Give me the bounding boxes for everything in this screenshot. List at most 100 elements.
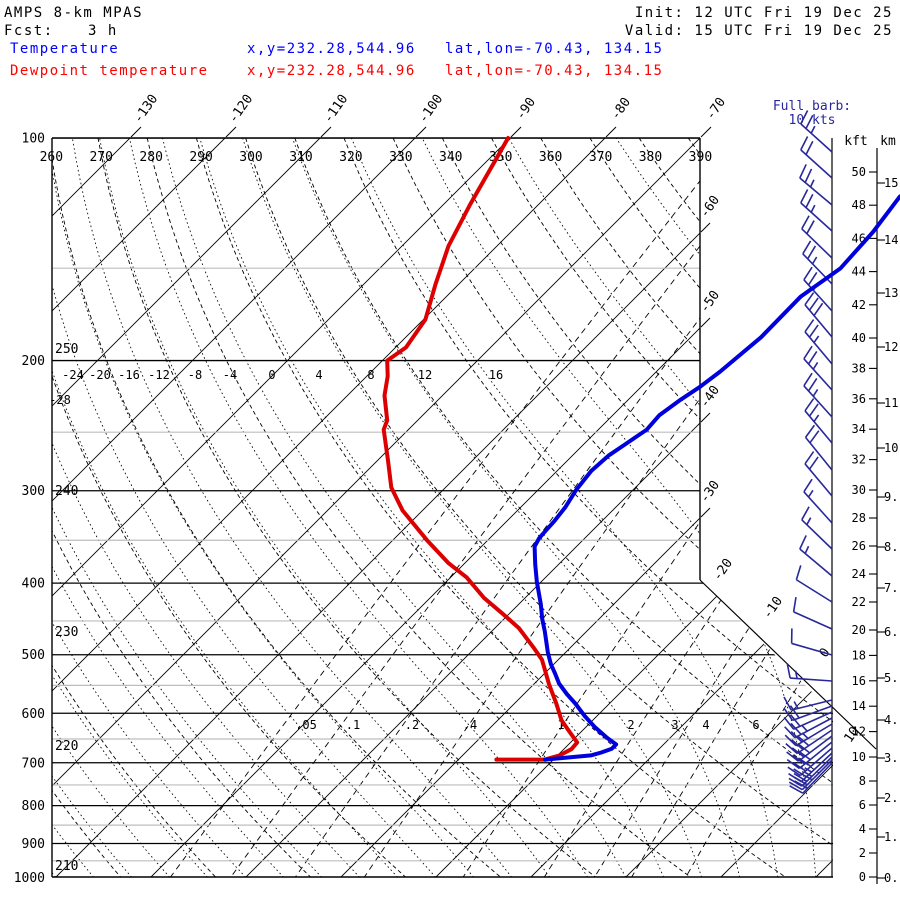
mixing-ratio-label: .4	[463, 718, 477, 732]
wind-barb	[800, 189, 833, 232]
dry-adiabat-line	[589, 138, 833, 877]
wind-barb	[786, 735, 833, 762]
init-time: Init: 12 UTC Fri 19 Dec 25	[635, 5, 893, 21]
kft-label: 38	[852, 361, 866, 375]
barb-feather	[804, 319, 815, 333]
barb-feather	[792, 754, 806, 765]
dry-adiabat-line	[52, 138, 502, 877]
kft-label: 8	[859, 774, 866, 788]
isotherm-label-diagonal: -10	[760, 594, 786, 622]
dry-adiabat-label-left: 250	[55, 342, 78, 357]
barb-feather	[804, 292, 815, 306]
barb-feather	[786, 758, 800, 770]
km-label: 13.	[884, 286, 900, 300]
barb-staff	[799, 747, 833, 777]
isotherm-label-top: -100	[416, 92, 446, 126]
moist-adiabat-label: 4	[315, 368, 322, 382]
barb-legend-line2: 10 kts	[789, 113, 836, 128]
wind-barb	[799, 535, 833, 577]
barb-feather	[783, 696, 792, 711]
isotherm-line	[52, 138, 131, 877]
pressure-label: 800	[22, 799, 45, 814]
barb-staff	[804, 436, 833, 471]
barb-feather	[797, 757, 812, 768]
dry-adiabat-label-top: 330	[389, 150, 412, 165]
wind-barb	[783, 696, 833, 711]
isotherm-label-top: -130	[131, 92, 161, 126]
isotherm-label-diagonal: -20	[710, 556, 736, 584]
barb-half-feather	[809, 179, 815, 188]
wind-barb	[788, 756, 833, 787]
dry-adiabat-line	[52, 138, 312, 877]
kft-label: 40	[852, 331, 866, 345]
valid-time: Valid: 15 UTC Fri 19 Dec 25	[625, 23, 893, 39]
dry-adiabat-line	[52, 138, 122, 877]
barb-feather	[803, 266, 813, 281]
plot-borders	[51, 137, 878, 884]
barb-feather	[808, 403, 819, 417]
moist-adiabat-line	[52, 138, 133, 877]
moist-adiabat-line	[52, 138, 475, 877]
altitude-axis-titles: kft km	[844, 134, 896, 149]
barb-staff	[795, 579, 833, 603]
barb-feather	[793, 768, 807, 778]
kft-label: 12	[852, 725, 866, 739]
mixing-ratio-label: .05	[295, 718, 317, 732]
barb-feather	[793, 776, 808, 786]
kft-label: 42	[852, 298, 866, 312]
kft-label: 6	[859, 798, 866, 812]
dry-adiabat-line	[687, 138, 833, 877]
kft-label: 24	[852, 567, 866, 581]
wind-barb	[804, 451, 833, 497]
barb-feather	[804, 424, 816, 438]
mixing-ratio-line	[230, 138, 784, 877]
km-axis-title: km	[880, 134, 896, 149]
dry-adiabat-label-top: 380	[639, 150, 662, 165]
mixing-ratio-label: 4	[702, 718, 709, 732]
barb-feather	[805, 193, 814, 208]
dry-adiabat-label-top: 360	[539, 150, 562, 165]
dry-adiabat-line	[392, 138, 833, 877]
barb-feather	[808, 297, 819, 311]
header: AMPS 8-km MPAS Fcst: 3 h Init: 12 UTC Fr…	[4, 5, 893, 39]
kft-label: 50	[852, 165, 866, 179]
isotherm-tick	[320, 126, 332, 138]
pressure-label: 1000	[14, 871, 45, 886]
dry-adiabat-label-left: 240	[55, 484, 78, 499]
barb-half-feather	[810, 204, 816, 213]
wind-barb	[803, 345, 833, 391]
km-label: 6.	[884, 625, 898, 639]
barb-feather	[795, 565, 802, 580]
km-label: 10.	[884, 441, 900, 455]
isotherm-label-top: -90	[513, 95, 539, 123]
wind-barb	[789, 762, 833, 794]
barb-feather	[803, 345, 813, 360]
dry-adiabat-label-left: 210	[55, 859, 78, 874]
isotherm-line	[52, 138, 701, 877]
moist-adiabat-label: 16	[489, 368, 503, 382]
isotherm-line	[52, 138, 416, 877]
barb-feather	[809, 430, 820, 444]
mixing-ratio-line	[543, 138, 833, 877]
pressure-label: 100	[22, 132, 45, 147]
barb-feather	[801, 215, 810, 230]
legend-dewpoint-latlon: lat,lon=-70.43, 134.15	[445, 63, 663, 79]
barb-feather	[783, 716, 795, 730]
kft-label: 10	[852, 750, 866, 764]
barb-half-feather	[812, 389, 819, 397]
kft-label: 32	[852, 453, 866, 467]
barb-half-feather	[794, 670, 798, 679]
barb-feather	[784, 734, 797, 747]
barb-feather	[807, 271, 818, 286]
kft-label: 28	[852, 511, 866, 525]
barb-half-feather	[807, 489, 814, 498]
dry-adiabat-line	[294, 138, 833, 877]
moist-adiabat-line	[615, 138, 833, 877]
kft-label: 34	[852, 422, 866, 436]
mixing-ratio-label: .1	[346, 718, 360, 732]
isotherm-line	[52, 138, 606, 877]
barb-feather	[805, 114, 814, 129]
isotherm-label-right: -60	[697, 193, 723, 221]
moist-adiabat-line	[52, 138, 323, 877]
wind-barb	[804, 319, 833, 365]
